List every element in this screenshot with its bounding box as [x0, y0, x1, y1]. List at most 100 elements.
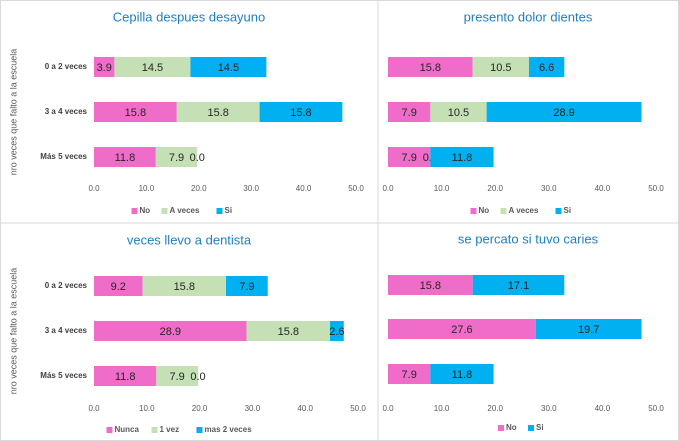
- bar-segment: [94, 321, 247, 341]
- x-tick-label: 50.0: [348, 184, 364, 193]
- y-axis-title: nro veces que falto a la escuela: [8, 49, 18, 176]
- legend-label: No: [479, 206, 490, 215]
- bar-segment: [388, 147, 431, 167]
- chart-title: Cepilla despues desayuno: [113, 9, 266, 24]
- data-label: 7.9: [239, 281, 254, 293]
- legend-label: Si: [225, 206, 233, 215]
- data-label: 17.1: [508, 280, 529, 292]
- legend-label: 1 vez: [160, 425, 180, 434]
- legend-label: No: [506, 423, 517, 432]
- y-tick-label: 3 a 4 veces: [45, 326, 88, 335]
- x-tick-label: 30.0: [541, 184, 557, 193]
- x-tick-label: 50.0: [648, 184, 664, 193]
- y-tick-label: 0 a 2 veces: [45, 62, 88, 71]
- legend-swatch: [196, 427, 203, 433]
- x-tick-label: 20.0: [191, 184, 207, 193]
- legend-swatch: [555, 208, 562, 214]
- x-tick-label: 20.0: [487, 404, 503, 413]
- bar-segment: [330, 321, 344, 341]
- legend-label: No: [140, 206, 151, 215]
- bar-segment: [388, 364, 431, 384]
- data-label: 0.0: [190, 152, 205, 164]
- data-label: 15.8: [278, 326, 299, 338]
- bar-segment: [430, 364, 494, 384]
- bar-segment: [388, 319, 536, 339]
- legend-swatch: [498, 425, 504, 431]
- legend-swatch: [161, 208, 168, 214]
- data-label: 10.5: [490, 62, 511, 74]
- data-label: 15.8: [290, 107, 311, 119]
- legend-label: Nunca: [115, 425, 140, 434]
- data-label: 7.9: [402, 107, 417, 119]
- x-tick-label: 10.0: [139, 404, 155, 413]
- bar-segment: [155, 147, 198, 167]
- data-label: 15.8: [174, 281, 195, 293]
- data-label: 7.9: [402, 152, 417, 164]
- chart-title: se percato si tuvo caries: [458, 231, 599, 246]
- bar-segment: [226, 276, 268, 296]
- bar-segment: [94, 147, 156, 167]
- bar-segment: [176, 102, 260, 122]
- y-tick-label: 3 a 4 veces: [45, 107, 88, 116]
- data-label: 15.8: [420, 280, 441, 292]
- bar-segment: [114, 57, 191, 77]
- x-tick-label: 40.0: [595, 404, 611, 413]
- data-label: 28.9: [553, 107, 574, 119]
- bar-segment: [388, 275, 473, 295]
- bar-segment: [94, 57, 115, 77]
- data-label: 11.8: [115, 371, 136, 383]
- legend-swatch: [106, 427, 113, 433]
- data-label: 2.6: [329, 326, 344, 338]
- data-label: 15.8: [420, 62, 441, 74]
- data-label: 11.8: [452, 152, 473, 164]
- chart-title: presento dolor dientes: [464, 9, 593, 24]
- x-tick-label: 50.0: [350, 404, 366, 413]
- data-label: 15.8: [125, 107, 146, 119]
- bar-segment: [259, 102, 343, 122]
- bar-segment: [430, 102, 487, 122]
- x-tick-label: 0.0: [88, 184, 100, 193]
- y-tick-label: Más 5 veces: [40, 371, 87, 380]
- data-label: 7.9: [402, 369, 417, 381]
- data-label: 28.9: [160, 326, 181, 338]
- x-tick-label: 30.0: [245, 404, 261, 413]
- y-tick-label: 0 a 2 veces: [45, 281, 88, 290]
- bar-segment: [142, 276, 226, 296]
- y-tick-label: Más 5 veces: [40, 152, 87, 161]
- legend-swatch: [216, 208, 223, 214]
- bar-segment: [388, 102, 431, 122]
- data-label: 9.2: [111, 281, 126, 293]
- data-label: 3.9: [97, 62, 112, 74]
- legend-swatch: [151, 427, 158, 433]
- data-label: 11.8: [452, 369, 473, 381]
- data-label: 11.8: [115, 152, 136, 164]
- legend-label: A veces: [509, 206, 540, 215]
- x-tick-label: 50.0: [648, 404, 664, 413]
- x-tick-label: 10.0: [434, 404, 450, 413]
- x-tick-label: 0.0: [382, 184, 394, 193]
- x-tick-label: 40.0: [297, 404, 313, 413]
- x-tick-label: 10.0: [139, 184, 155, 193]
- y-axis-title: nro veces que falto a la escuela: [8, 268, 18, 395]
- bar-segment: [94, 102, 177, 122]
- x-tick-label: 30.0: [541, 404, 557, 413]
- legend-swatch: [470, 208, 477, 214]
- legend-swatch: [528, 425, 534, 431]
- bar-segment: [528, 57, 565, 77]
- bar-segment: [94, 276, 143, 296]
- bar-segment: [486, 102, 642, 122]
- bar-segment: [190, 57, 267, 77]
- x-tick-label: 20.0: [487, 184, 503, 193]
- bar-segment: [388, 57, 473, 77]
- data-label: 15.8: [207, 107, 228, 119]
- bar-segment: [472, 57, 529, 77]
- legend-label: mas 2 veces: [205, 425, 253, 434]
- data-label: 14.5: [142, 62, 163, 74]
- chart-title: veces llevo a dentista: [127, 232, 252, 247]
- x-tick-label: 40.0: [595, 184, 611, 193]
- x-tick-label: 20.0: [192, 404, 208, 413]
- legend-label: Si: [536, 423, 544, 432]
- data-label: 14.5: [218, 62, 239, 74]
- data-label: 10.5: [448, 107, 469, 119]
